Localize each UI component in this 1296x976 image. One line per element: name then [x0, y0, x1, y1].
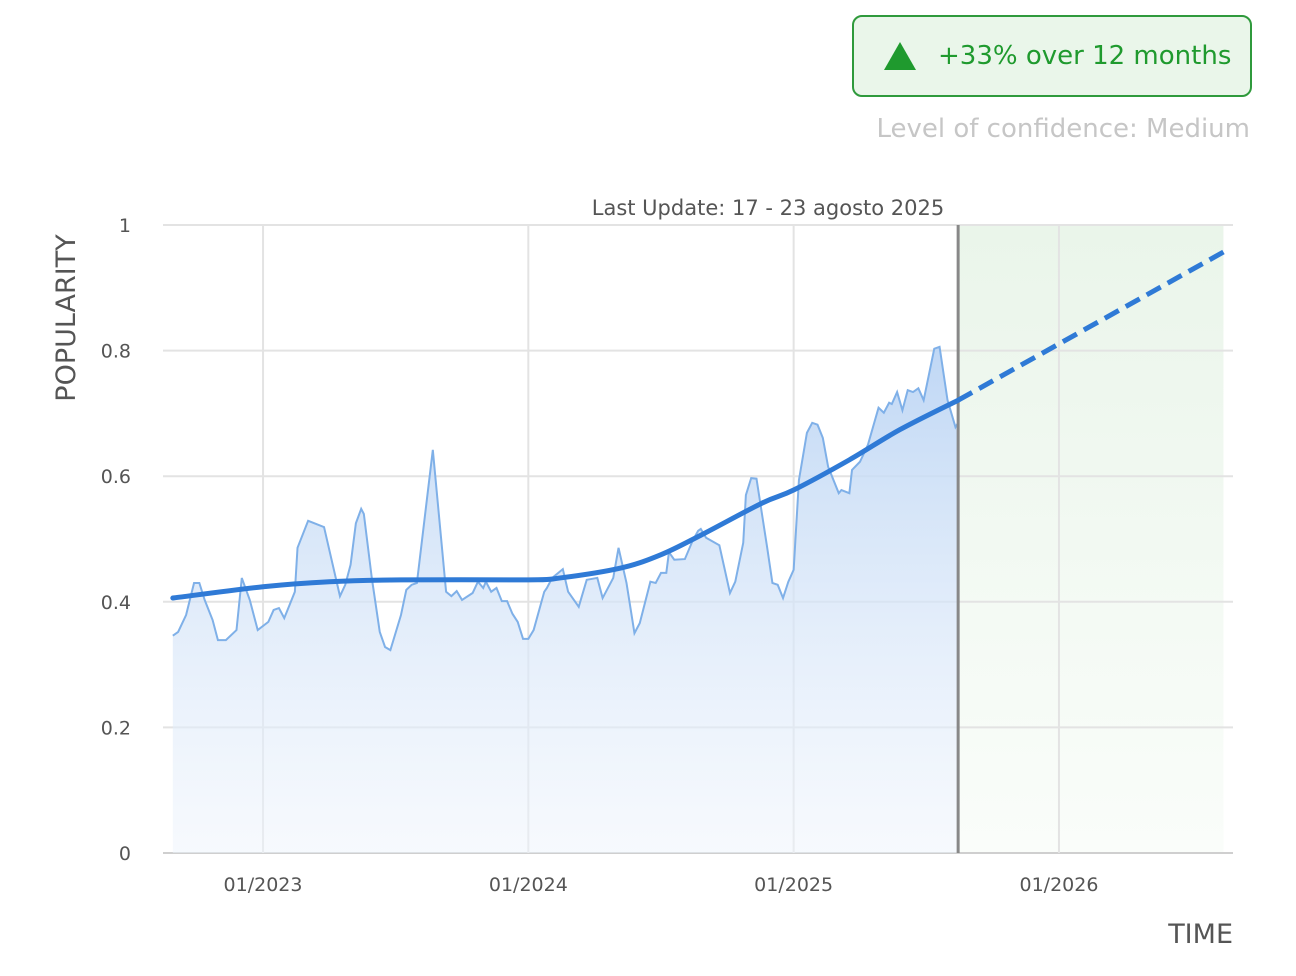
y-tick-label: 0.6 [101, 466, 131, 488]
y-tick-label: 0 [119, 843, 131, 865]
chart-title: Last Update: 17 - 23 agosto 2025 [592, 196, 944, 220]
x-tick-label: 01/2024 [489, 874, 568, 896]
popularity-line [172, 345, 959, 652]
trend-line [170, 397, 961, 601]
growth-badge: +33% over 12 months [852, 15, 1252, 97]
y-tick-label: 1 [119, 215, 131, 237]
x-tick-label: 01/2026 [1019, 874, 1098, 896]
growth-text: +33% over 12 months [938, 41, 1232, 71]
x-tick-label: 01/2025 [754, 874, 833, 896]
popularity-area [172, 346, 959, 853]
triangle-up-icon [884, 42, 916, 70]
confidence-level: Level of confidence: Medium [876, 114, 1250, 144]
x-tick-label: 01/2023 [224, 874, 303, 896]
y-tick-label: 0.8 [101, 341, 131, 363]
forecast-region [958, 225, 1224, 853]
y-axis-label: POPULARITY [51, 234, 82, 402]
y-tick-label: 0.4 [101, 592, 131, 614]
forecast-line [956, 249, 1225, 403]
y-tick-label: 0.2 [101, 717, 131, 739]
x-axis-label: TIME [1167, 919, 1233, 950]
